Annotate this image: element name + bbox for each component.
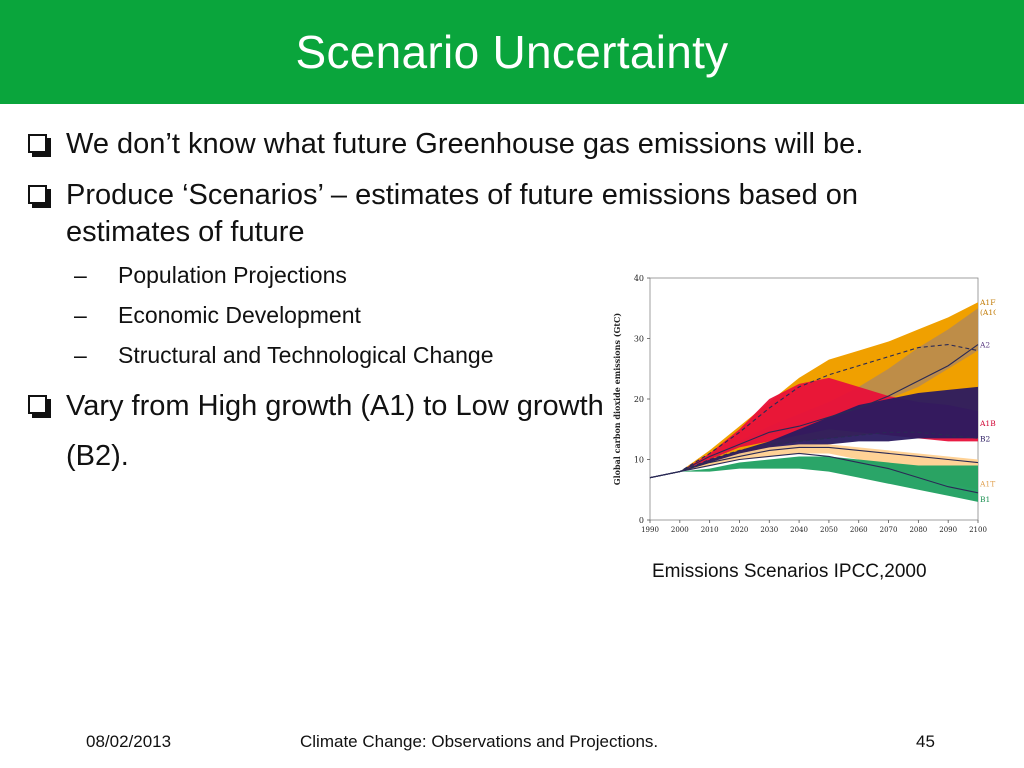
- dash-icon: –: [74, 342, 87, 368]
- bullet-3: Vary from High growth (A1) to Low growth…: [26, 381, 606, 481]
- series-label-b1: B1: [980, 495, 990, 504]
- scenario-line-2: [649, 344, 979, 479]
- x-tick-label: 2060: [850, 526, 868, 534]
- y-tick-label: 30: [634, 335, 644, 344]
- x-tick-label: 2030: [760, 526, 778, 534]
- x-tick-label: 2100: [969, 526, 987, 534]
- footer-title: Climate Change: Observations and Project…: [300, 732, 659, 751]
- x-tick-label: 2000: [671, 526, 689, 534]
- series-label-a1c-a1g: (A1C&A1G): [980, 308, 996, 317]
- x-tick-label: 2040: [790, 526, 808, 534]
- series-label-a1t: A1T: [979, 480, 995, 489]
- footer-date: 08/02/2013: [86, 732, 172, 751]
- bullet-2: Produce ‘Scenarios’ – estimates of futur…: [26, 177, 866, 251]
- bullet-1-text: We don’t know what future Greenhouse gas…: [66, 128, 864, 160]
- sub-bullet-1: – Population Projections: [26, 255, 926, 295]
- dash-icon: –: [74, 302, 87, 328]
- x-tick-label: 2080: [909, 526, 927, 534]
- scenario-line-1: [649, 343, 979, 479]
- bullet-3-text: Vary from High growth (A1) to Low growth…: [66, 390, 604, 472]
- y-axis-label: Global carbon dioxide emissions (GtC): [612, 313, 622, 486]
- bullet-list: We don’t know what future Greenhouse gas…: [26, 126, 926, 495]
- y-tick-label: 10: [634, 456, 644, 465]
- y-tick-label: 0: [639, 516, 644, 525]
- slide-title: Scenario Uncertainty: [295, 26, 729, 78]
- sub-bullet-2-text: Economic Development: [118, 302, 361, 328]
- chart-caption: Emissions Scenarios IPCC,2000: [652, 561, 927, 582]
- scenario-line-5: [649, 452, 979, 494]
- square-bullet-icon: [28, 185, 51, 208]
- x-tick-label: 1990: [641, 526, 659, 534]
- series-label-a1fi: A1FI: [979, 298, 996, 307]
- y-tick-label: 40: [634, 274, 644, 283]
- scenario-line-3: [649, 431, 979, 479]
- band-a1t: [650, 444, 978, 490]
- y-tick-label: 20: [634, 395, 644, 404]
- title-bar: Scenario Uncertainty: [0, 0, 1024, 104]
- bullet-2-text: Produce ‘Scenarios’ – estimates of futur…: [66, 179, 859, 248]
- sub-bullet-3-text: Structural and Technological Change: [118, 342, 494, 368]
- x-tick-label: 2050: [820, 526, 838, 534]
- sub-bullet-2: – Economic Development: [26, 295, 926, 335]
- band-b1: [650, 456, 978, 502]
- x-tick-label: 2010: [701, 526, 719, 534]
- square-bullet-icon: [28, 395, 51, 418]
- scenario-line-4: [649, 446, 979, 479]
- series-label-b2: B2: [980, 434, 991, 443]
- sub-bullet-1-text: Population Projections: [118, 262, 347, 288]
- footer-page-number: 45: [916, 732, 935, 751]
- square-bullet-icon: [28, 134, 51, 157]
- dash-icon: –: [74, 262, 87, 288]
- emissions-chart: 0 10 20 30 40 1990 2000 2010 2020 2030 2040 2050 206…: [600, 268, 1024, 544]
- band-b2: [650, 386, 978, 478]
- sub-bullet-3: – Structural and Technological Change: [26, 335, 926, 375]
- x-tick-label: 2020: [731, 526, 749, 534]
- series-label-a2: A2: [979, 341, 990, 350]
- x-tick-label: 2070: [880, 526, 898, 534]
- bullet-1: We don’t know what future Greenhouse gas…: [26, 126, 926, 163]
- x-tick-label: 2090: [939, 526, 957, 534]
- series-label-a1b: A1B: [979, 419, 996, 428]
